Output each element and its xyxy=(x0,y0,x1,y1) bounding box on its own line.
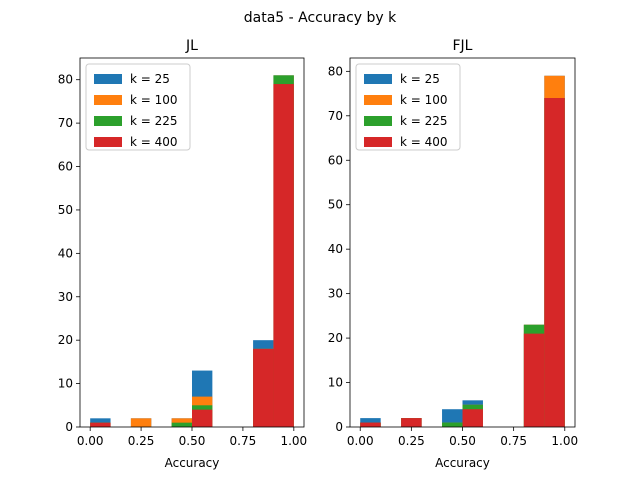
x-tick-label: 0.75 xyxy=(230,434,257,448)
legend-label: k = 400 xyxy=(400,135,448,149)
legend: k = 25 k = 100 k = 225 k = 400 xyxy=(85,63,191,151)
legend-label: k = 25 xyxy=(400,72,440,86)
legend-swatch xyxy=(94,74,122,84)
histogram-bar xyxy=(442,422,463,427)
legend-swatch xyxy=(94,116,122,126)
y-tick-label: 20 xyxy=(328,331,343,345)
chart-panels: JL 0.00 0.25 0.50 0.75 1.00 0 10 20 30 40 50 60 70 80 A… xyxy=(58,38,578,470)
legend-swatch xyxy=(364,74,392,84)
legend-label: k = 225 xyxy=(400,114,448,128)
legend-label: k = 25 xyxy=(130,72,170,86)
chart-panel-1: FJL 0.00 0.25 0.50 0.75 1.00 0 10 20 30 40 50 60 70 80… xyxy=(328,38,578,470)
y-tick-label: 80 xyxy=(328,64,343,78)
histogram-bar xyxy=(192,409,213,427)
x-axis-label: Accuracy xyxy=(165,456,220,470)
legend-label: k = 400 xyxy=(130,135,178,149)
legend: k = 25 k = 100 k = 225 k = 400 xyxy=(355,63,461,151)
y-tick-label: 10 xyxy=(58,377,73,391)
legend-label: k = 225 xyxy=(130,114,178,128)
histogram-bar xyxy=(442,409,463,427)
x-tick-label: 1.00 xyxy=(280,434,307,448)
y-tick-label: 30 xyxy=(58,290,73,304)
y-tick-label: 80 xyxy=(58,73,73,87)
y-tick-label: 40 xyxy=(328,242,343,256)
y-tick-label: 60 xyxy=(58,160,73,174)
legend-label: k = 100 xyxy=(400,93,448,107)
legend-swatch xyxy=(94,137,122,147)
y-tick-label: 40 xyxy=(58,246,73,260)
x-tick-label: 0.00 xyxy=(347,434,374,448)
figure-suptitle: data5 - Accuracy by k xyxy=(244,10,397,26)
legend-swatch xyxy=(364,116,392,126)
histogram-bar xyxy=(273,84,294,427)
x-tick-label: 0.50 xyxy=(449,434,476,448)
y-tick-label: 0 xyxy=(65,420,73,434)
legend-label: k = 100 xyxy=(130,93,178,107)
histogram-bar xyxy=(253,348,274,427)
legend-box xyxy=(355,63,461,151)
y-tick-label: 0 xyxy=(335,420,343,434)
y-tick-label: 70 xyxy=(328,109,343,123)
histogram-bar xyxy=(360,422,381,427)
panel-title: JL xyxy=(185,38,198,54)
x-tick-label: 0.25 xyxy=(128,434,155,448)
histogram-bar xyxy=(523,333,545,427)
y-tick-label: 50 xyxy=(58,203,73,217)
histogram-bar xyxy=(130,418,152,427)
y-tick-label: 20 xyxy=(58,333,73,347)
legend-swatch xyxy=(94,95,122,105)
y-tick-label: 30 xyxy=(328,287,343,301)
histogram-bar xyxy=(401,418,422,427)
legend-swatch xyxy=(364,95,392,105)
histogram-bar xyxy=(544,98,565,427)
y-tick-label: 10 xyxy=(328,376,343,390)
panel-title: FJL xyxy=(453,38,473,54)
y-tick-label: 60 xyxy=(328,153,343,167)
x-tick-label: 0.00 xyxy=(77,434,104,448)
y-tick-label: 70 xyxy=(58,116,73,130)
x-tick-label: 1.00 xyxy=(551,434,578,448)
chart-panel-0: JL 0.00 0.25 0.50 0.75 1.00 0 10 20 30 40 50 60 70 80 A… xyxy=(58,38,307,470)
x-tick-label: 0.50 xyxy=(179,434,206,448)
histogram-bar xyxy=(171,422,192,427)
histogram-bar xyxy=(462,409,483,427)
histogram-bar xyxy=(90,422,111,427)
legend-box xyxy=(85,63,191,151)
y-tick-label: 50 xyxy=(328,198,343,212)
legend-swatch xyxy=(364,137,392,147)
x-axis-label: Accuracy xyxy=(435,456,490,470)
histogram-bar xyxy=(360,418,381,427)
x-tick-label: 0.25 xyxy=(398,434,425,448)
x-tick-label: 0.75 xyxy=(500,434,527,448)
